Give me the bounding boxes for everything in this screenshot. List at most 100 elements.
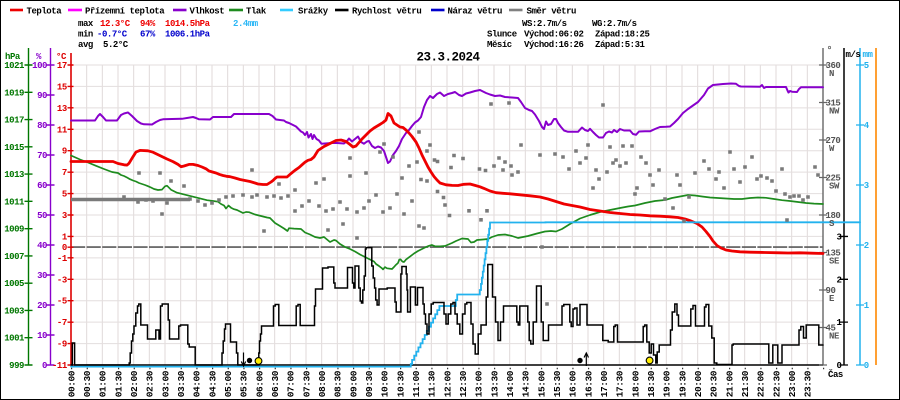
svg-text:hPa: hPa [5, 52, 21, 62]
svg-text:09:00: 09:00 [348, 370, 359, 397]
svg-text:02:00: 02:00 [129, 370, 140, 397]
svg-text:3: 3 [62, 211, 67, 221]
svg-text:16:30: 16:30 [583, 370, 594, 397]
svg-text:60: 60 [37, 181, 47, 191]
svg-text:21:00: 21:00 [724, 370, 735, 397]
svg-text:Přízemní teplota: Přízemní teplota [85, 7, 165, 17]
svg-text:1001: 1001 [4, 334, 25, 344]
svg-text:67%: 67% [140, 30, 156, 40]
svg-text:Východ:06:02: Východ:06:02 [524, 30, 583, 40]
svg-text:50: 50 [37, 211, 47, 221]
svg-text:mm: mm [863, 50, 874, 60]
svg-text:°: ° [827, 45, 833, 57]
svg-text:01:00: 01:00 [98, 370, 109, 397]
svg-text:Měsíc: Měsíc [487, 40, 512, 50]
svg-text:30: 30 [37, 271, 47, 281]
svg-text:1: 1 [62, 232, 68, 242]
svg-text:1017: 1017 [4, 116, 24, 126]
svg-text:360: 360 [826, 61, 841, 71]
svg-text:06:30: 06:30 [270, 370, 281, 397]
svg-text:10:00: 10:00 [380, 370, 391, 397]
svg-text:05:30: 05:30 [239, 370, 250, 397]
svg-text:0: 0 [42, 361, 47, 371]
svg-text:-9: -9 [57, 340, 67, 350]
svg-text:1014.5hPa: 1014.5hPa [165, 19, 211, 29]
svg-text:11: 11 [57, 125, 68, 135]
svg-text:45: 45 [826, 324, 836, 334]
svg-text:Tlak: Tlak [246, 7, 267, 17]
svg-text:10: 10 [37, 331, 47, 341]
svg-text:1009: 1009 [4, 225, 24, 235]
svg-text:-3: -3 [57, 275, 67, 285]
svg-text:94%: 94% [140, 19, 156, 29]
svg-text:03:30: 03:30 [176, 370, 187, 397]
svg-text:01:30: 01:30 [113, 370, 124, 397]
svg-text:1005: 1005 [4, 279, 24, 289]
svg-text:06:00: 06:00 [254, 370, 265, 397]
svg-text:1: 1 [864, 301, 870, 311]
svg-text:Západ:5:31: Západ:5:31 [595, 40, 646, 50]
svg-text:999: 999 [9, 361, 24, 371]
svg-text:135: 135 [826, 249, 841, 259]
svg-text:315: 315 [826, 99, 841, 109]
svg-text:S: S [829, 219, 835, 229]
svg-text:Západ:18:25: Západ:18:25 [595, 30, 650, 40]
svg-text:00:00: 00:00 [66, 370, 77, 397]
svg-text:09:30: 09:30 [364, 370, 375, 397]
svg-text:13:30: 13:30 [489, 370, 500, 397]
svg-text:90: 90 [37, 91, 47, 101]
svg-text:1019: 1019 [4, 88, 24, 98]
svg-text:19:00: 19:00 [662, 370, 673, 397]
svg-text:12.3°C: 12.3°C [100, 19, 131, 29]
svg-text:70: 70 [37, 151, 47, 161]
svg-text:90: 90 [826, 286, 836, 296]
svg-text:14:00: 14:00 [505, 370, 516, 397]
svg-text:7: 7 [62, 168, 67, 178]
svg-text:0: 0 [864, 361, 869, 371]
svg-text:avg: avg [78, 40, 93, 50]
svg-text:17:00: 17:00 [599, 370, 610, 397]
svg-text:19:30: 19:30 [677, 370, 688, 397]
svg-text:5: 5 [62, 190, 67, 200]
svg-text:15:30: 15:30 [552, 370, 563, 397]
svg-text:04:00: 04:00 [192, 370, 203, 397]
svg-text:3: 3 [837, 232, 842, 242]
svg-text:40: 40 [37, 241, 47, 251]
svg-text:1: 1 [837, 318, 843, 328]
svg-text:0: 0 [837, 361, 842, 371]
svg-text:07:00: 07:00 [286, 370, 297, 397]
svg-text:07:30: 07:30 [301, 370, 312, 397]
svg-text:Srážky: Srážky [298, 7, 329, 17]
svg-text:18:00: 18:00 [630, 370, 641, 397]
svg-text:13:00: 13:00 [474, 370, 485, 397]
svg-text:-1: -1 [57, 254, 68, 264]
svg-text:1007: 1007 [4, 252, 24, 262]
svg-text:Rychlost větru: Rychlost větru [352, 7, 421, 17]
svg-text:15: 15 [57, 82, 67, 92]
svg-text:08:30: 08:30 [333, 370, 344, 397]
svg-text:N: N [829, 69, 834, 79]
svg-text:Teplota: Teplota [27, 7, 63, 17]
svg-text:100: 100 [32, 61, 47, 71]
svg-text:13: 13 [57, 104, 67, 114]
svg-text:1006.1hPa: 1006.1hPa [165, 30, 211, 40]
svg-text:11:00: 11:00 [411, 370, 422, 397]
svg-text:Vlhkost: Vlhkost [190, 7, 225, 17]
svg-text:3: 3 [864, 181, 869, 191]
svg-text:23:30: 23:30 [803, 370, 814, 397]
svg-text:17: 17 [57, 61, 67, 71]
svg-text:2: 2 [837, 275, 842, 285]
svg-text:21:30: 21:30 [740, 370, 751, 397]
svg-text:1003: 1003 [4, 306, 24, 316]
svg-text:1021: 1021 [4, 61, 25, 71]
svg-text:SE: SE [829, 257, 840, 267]
svg-text:14:30: 14:30 [521, 370, 532, 397]
svg-text:18:30: 18:30 [646, 370, 657, 397]
svg-text:22:00: 22:00 [756, 370, 767, 397]
svg-text:03:00: 03:00 [160, 370, 171, 397]
svg-text:min: min [78, 30, 93, 40]
svg-text:-7: -7 [57, 318, 67, 328]
svg-text:4: 4 [864, 121, 870, 131]
svg-text:270: 270 [826, 136, 841, 146]
svg-text:2.4mm: 2.4mm [233, 19, 259, 29]
